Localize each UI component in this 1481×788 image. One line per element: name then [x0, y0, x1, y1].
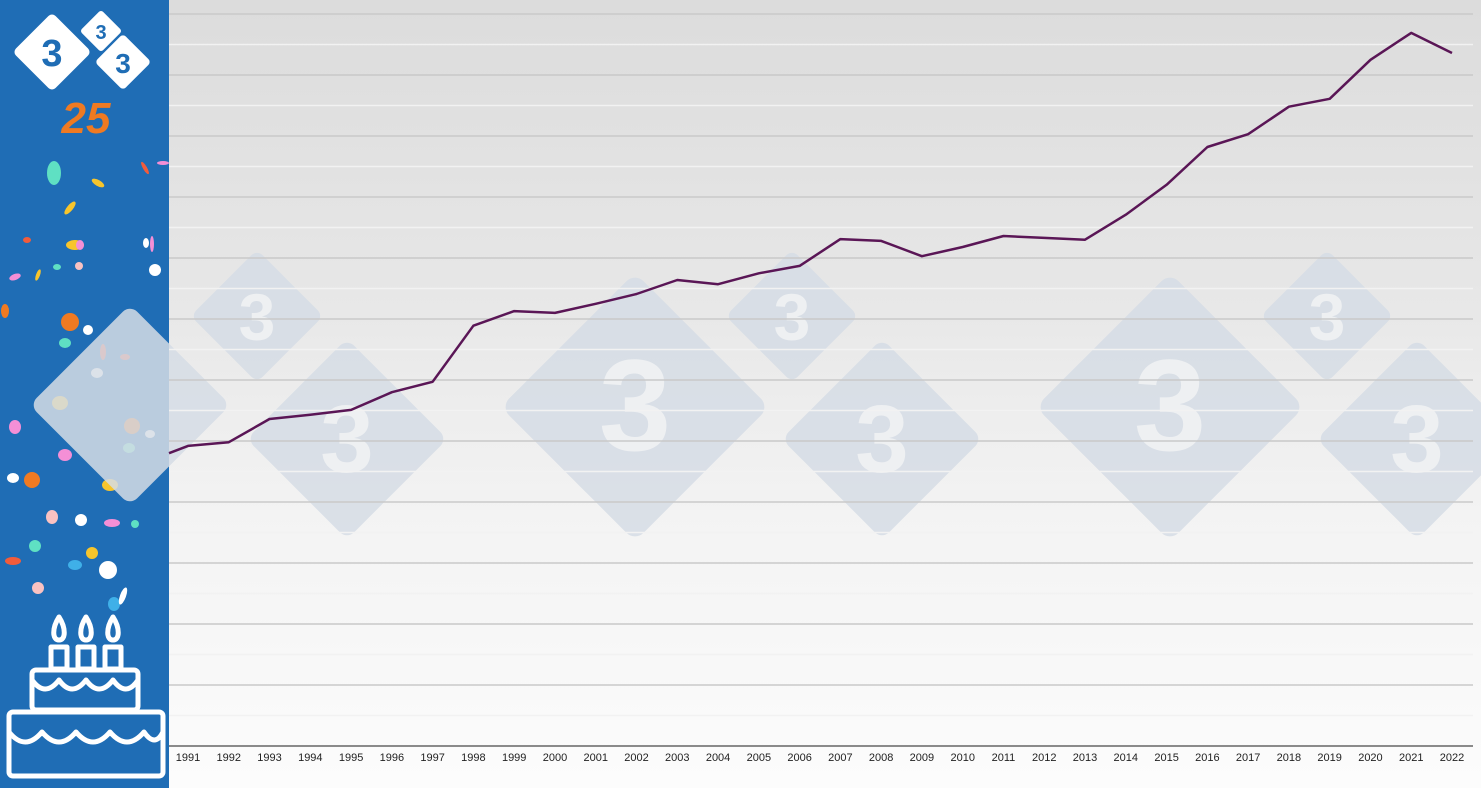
birthday-cake-icon — [6, 614, 166, 779]
svg-text:3: 3 — [774, 280, 811, 354]
x-tick-label: 2017 — [1235, 752, 1261, 764]
svg-text:3: 3 — [41, 33, 62, 75]
x-tick-label: 2004 — [705, 752, 731, 764]
svg-text:3: 3 — [239, 280, 276, 354]
x-axis-labels: 1991 1992 1993 1994 1995 1996 1997 1998 1999 2000… — [0, 752, 1481, 772]
x-tick-label: 1995 — [338, 752, 364, 764]
x-tick-label: 2001 — [583, 752, 608, 764]
x-tick-label: 1992 — [216, 752, 242, 764]
x-tick-label: 1994 — [298, 752, 323, 764]
x-tick-label: 1993 — [257, 752, 282, 764]
x-tick-label: 1999 — [501, 752, 527, 764]
svg-text:3: 3 — [599, 332, 671, 478]
x-tick-label: 2021 — [1398, 752, 1424, 764]
x-tick-label: 2013 — [1072, 752, 1098, 764]
svg-text:3: 3 — [320, 386, 373, 493]
x-tick-label: 2014 — [1113, 752, 1139, 764]
sidebar-artwork: 3 3 3 25 — [1, 11, 169, 779]
gridlines — [169, 13, 1473, 717]
confetti-decoration — [1, 161, 169, 611]
x-tick-label: 1991 — [175, 752, 201, 764]
x-tick-label: 2005 — [746, 752, 772, 764]
x-tick-label: 2018 — [1276, 752, 1302, 764]
svg-text:3: 3 — [1390, 386, 1443, 493]
x-tick-label: 2009 — [909, 752, 935, 764]
x-tick-label: 2019 — [1317, 752, 1342, 764]
svg-text:3: 3 — [95, 22, 106, 44]
x-tick-label: 2022 — [1439, 752, 1465, 764]
anniversary-25-text: 25 — [61, 94, 111, 143]
x-tick-label: 2016 — [1195, 752, 1220, 764]
x-tick-label: 2012 — [1032, 752, 1057, 764]
svg-text:3: 3 — [115, 48, 131, 79]
watermark-digits: 3 3 3 3 3 3 3 3 — [239, 280, 1444, 493]
x-tick-label: 2000 — [542, 752, 568, 764]
x-tick-label: 2008 — [868, 752, 894, 764]
x-tick-label: 2010 — [950, 752, 975, 764]
svg-text:3: 3 — [1309, 280, 1346, 354]
x-tick-label: 1996 — [379, 752, 405, 764]
x-tick-label: 2002 — [624, 752, 649, 764]
x-tick-label: 2007 — [828, 752, 853, 764]
x-tick-label: 2006 — [787, 752, 812, 764]
x-tick-label: 2020 — [1358, 752, 1383, 764]
x-tick-label: 2015 — [1154, 752, 1179, 764]
x-tick-label: 1997 — [420, 752, 445, 764]
svg-text:3: 3 — [855, 386, 908, 493]
data-series-line — [168, 31, 1453, 455]
x-tick-label: 2011 — [991, 752, 1016, 764]
x-tick-label: 1998 — [461, 752, 486, 764]
x-tick-label: 2003 — [665, 752, 690, 764]
logo-333-icon: 3 3 3 — [14, 11, 150, 90]
svg-text:3: 3 — [1134, 332, 1206, 478]
